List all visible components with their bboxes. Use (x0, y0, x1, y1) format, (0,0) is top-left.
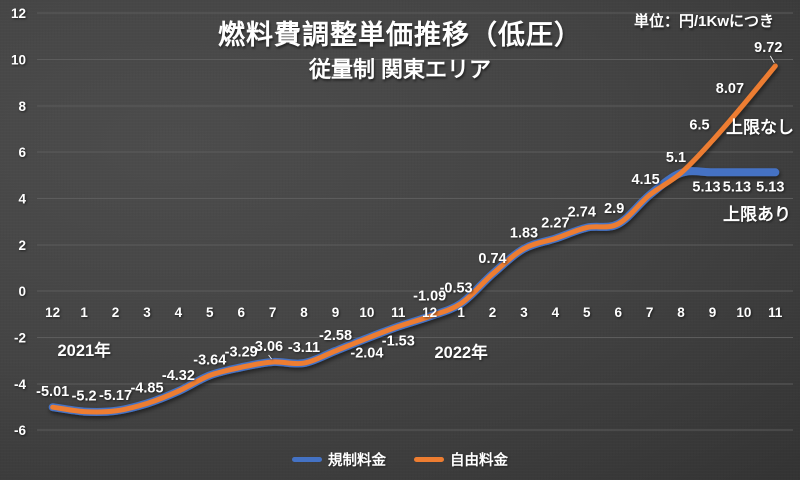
gridline-layer (37, 12, 793, 431)
x-axis-month-label: 7 (646, 305, 654, 320)
data-label: 5.13 (692, 179, 720, 195)
y-axis-tick-label: 4 (18, 191, 26, 206)
x-axis-month-label: 9 (709, 305, 717, 320)
x-axis-month-label: 5 (206, 305, 214, 320)
y-axis-tick-label: 0 (18, 284, 26, 299)
x-axis-month-label: 7 (269, 305, 277, 320)
x-axis-month-label: 6 (237, 305, 245, 320)
x-axis-month-label: 8 (677, 305, 685, 320)
unit-note: 単位：円/1Kwにつき (633, 13, 774, 30)
y-axis-tick-label: 8 (18, 99, 26, 114)
label-leader-line (769, 55, 775, 64)
x-axis-month-label: 8 (300, 305, 308, 320)
legend-swatch-regulated (292, 457, 322, 462)
label-leader-line (268, 354, 273, 360)
data-label: -1.53 (382, 334, 415, 350)
data-label: 5.13 (756, 179, 784, 195)
y-axis-tick-label: -2 (14, 330, 26, 345)
x-axis-month-label: 9 (332, 305, 340, 320)
data-label: -5.17 (99, 388, 132, 404)
x-axis-month-label: 4 (552, 305, 560, 320)
x-axis-month-label: 10 (736, 305, 751, 320)
y-axis-tick-label: 2 (18, 238, 26, 253)
legend-label-regulated: 規制料金 (328, 453, 386, 469)
x-axis-month-label: 3 (520, 305, 528, 320)
y-axis-tick-label: 6 (18, 145, 26, 160)
series-layer (48, 63, 780, 416)
data-label: 5.1 (666, 150, 686, 166)
cap-label-no-limit: 上限なし (726, 118, 794, 137)
year-label: 2021年 (57, 340, 111, 360)
data-label: -2.04 (350, 345, 383, 361)
data-label: 0.74 (478, 251, 506, 267)
legend-item-regulated[interactable]: 規制料金 (292, 449, 386, 470)
data-label: -3.11 (288, 340, 320, 356)
data-label: -3.29 (225, 344, 258, 360)
data-label: 9.72 (754, 40, 782, 56)
x-axis-month-label: 1 (80, 305, 88, 320)
legend-item-free[interactable]: 自由料金 (414, 449, 508, 470)
chart-legend: 規制料金 自由料金 (0, 449, 800, 470)
series-line-free (50, 63, 778, 415)
y-axis-tick-label: 10 (11, 52, 26, 67)
y-axis-tick-label: 12 (11, 6, 26, 21)
y-axis-tick-label: -4 (14, 377, 26, 392)
data-label: 8.07 (716, 81, 744, 97)
data-label: -0.53 (440, 280, 473, 296)
x-axis-month-label: 1 (457, 305, 465, 320)
legend-swatch-free (414, 457, 444, 462)
x-axis-month-label: 2 (489, 305, 497, 320)
x-axis-month-label: 2 (112, 305, 120, 320)
data-label: 6.5 (689, 118, 709, 134)
data-label: 2.74 (568, 205, 596, 221)
chart-subtitle: 従量制 関東エリア (308, 57, 492, 82)
year-label: 2022年 (434, 342, 488, 362)
chart-title: 燃料費調整単価推移（低圧） (218, 20, 582, 50)
x-axis-month-label: 11 (391, 305, 406, 320)
data-label: 5.13 (723, 179, 751, 195)
legend-label-free: 自由料金 (450, 453, 508, 469)
x-axis-month-label: 10 (359, 305, 374, 320)
cap-label-with-limit: 上限あり (723, 205, 791, 224)
data-label: 2.9 (604, 201, 624, 217)
data-label: 4.15 (631, 172, 659, 188)
x-axis-month-label: 12 (422, 305, 437, 320)
data-label: -5.01 (36, 384, 69, 400)
x-axis-month-label: 5 (583, 305, 591, 320)
data-label: -4.32 (162, 368, 195, 384)
y-axis-tick-label: -6 (14, 423, 26, 438)
data-label: -2.58 (319, 328, 352, 344)
data-label: 1.83 (510, 226, 538, 242)
x-axis-month-label: 3 (143, 305, 151, 320)
x-axis-month-label: 6 (614, 305, 622, 320)
data-label: -1.09 (413, 288, 446, 304)
data-label: -3.64 (193, 352, 226, 368)
x-axis-month-label: 11 (768, 305, 783, 320)
x-axis-month-label: 12 (45, 305, 60, 320)
data-label: -3.06 (250, 339, 283, 355)
data-label: 2.27 (541, 216, 569, 232)
data-label: -4.85 (130, 381, 163, 397)
data-label: -5.2 (72, 389, 97, 405)
x-axis-month-label: 4 (175, 305, 183, 320)
